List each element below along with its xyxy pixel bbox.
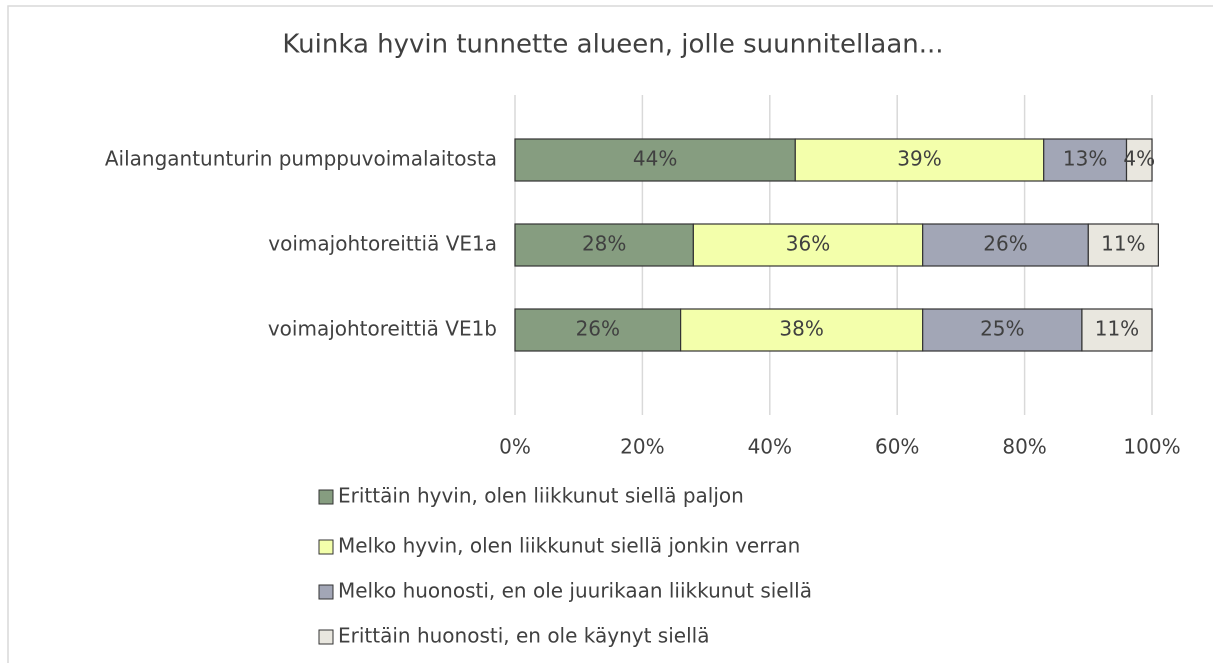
x-tick-label: 0% (499, 435, 531, 459)
y-tick-label: voimajohtoreittiä VE1a (268, 232, 497, 256)
data-label: 11% (1095, 317, 1139, 341)
bar-segment (514, 138, 796, 182)
y-tick-label: voimajohtoreittiä VE1b (268, 317, 497, 341)
data-label: 11% (1101, 232, 1145, 256)
x-tick-label: 60% (875, 435, 919, 459)
x-tick-label: 20% (620, 435, 664, 459)
data-label: 25% (980, 317, 1024, 341)
bar-segment (922, 223, 1089, 267)
data-label: 26% (983, 232, 1027, 256)
bar-segment (514, 308, 682, 352)
data-label: 38% (779, 317, 823, 341)
legend-label: Erittäin hyvin, olen liikkunut siellä pa… (338, 484, 744, 508)
legend-label: Melko huonosti, en ole juurikaan liikkun… (338, 579, 812, 603)
bar-segment (1087, 223, 1159, 267)
chart-title: Kuinka hyvin tunnette alueen, jolle suun… (282, 30, 943, 60)
x-tick-label: 80% (1002, 435, 1046, 459)
x-tick-label: 100% (1123, 435, 1180, 459)
legend-label: Melko hyvin, olen liikkunut siellä jonki… (338, 534, 800, 558)
y-tick-label: Ailangantunturin pumppuvoimalaitosta (105, 147, 497, 171)
legend-swatch (318, 584, 334, 600)
x-tick-label: 40% (748, 435, 792, 459)
legend-label: Erittäin huonosti, en ole käynyt siellä (338, 624, 709, 648)
bar-segment (922, 308, 1083, 352)
data-label: 13% (1063, 147, 1107, 171)
bar-segment (1125, 138, 1153, 182)
data-label: 44% (633, 147, 677, 171)
legend-swatch (318, 489, 334, 505)
legend-swatch (318, 629, 334, 645)
data-label: 28% (582, 232, 626, 256)
legend-swatch (318, 539, 334, 555)
data-label: 4% (1123, 147, 1155, 171)
data-label: 39% (897, 147, 941, 171)
bar-segment (680, 308, 924, 352)
bar-segment (1081, 308, 1153, 352)
data-label: 26% (576, 317, 620, 341)
data-label: 36% (786, 232, 830, 256)
